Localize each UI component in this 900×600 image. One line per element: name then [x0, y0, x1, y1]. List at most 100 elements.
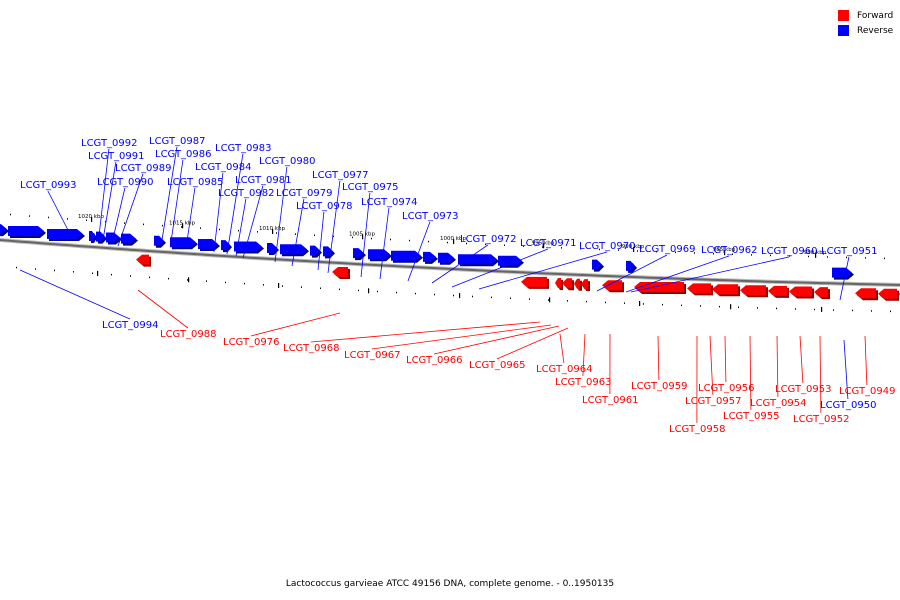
minor-tick — [371, 237, 372, 240]
minor-tick — [130, 275, 131, 277]
gene-leader-line — [407, 221, 431, 282]
gene-leader-line — [776, 335, 779, 398]
minor-tick — [333, 235, 334, 238]
forward-gene-arrow — [332, 267, 348, 277]
minor-tick — [567, 300, 568, 302]
gene-label: LCGT_0994 — [102, 320, 159, 331]
gene-leader-line — [185, 187, 196, 249]
reverse-gene-arrow — [310, 245, 320, 256]
minor-tick — [808, 255, 809, 258]
major-tick — [188, 277, 190, 283]
reverse-gene-arrow — [423, 251, 436, 262]
legend-forward-label: Forward — [857, 10, 894, 21]
minor-tick — [852, 309, 853, 312]
gene-label: LCGT_0955 — [723, 411, 780, 422]
gene-leader-line — [749, 335, 752, 411]
reverse-gene-arrow — [280, 244, 307, 255]
gene-label: LCGT_0991 — [88, 151, 145, 162]
gene-leader-line — [137, 289, 189, 329]
minor-tick — [599, 248, 600, 251]
tick-label: 995 kbp — [532, 240, 555, 246]
gene-label: LCGT_0952 — [793, 414, 850, 425]
major-tick — [543, 243, 545, 249]
minor-tick — [700, 305, 701, 307]
minor-tick — [149, 276, 150, 279]
minor-tick — [301, 286, 302, 288]
minor-tick — [111, 273, 112, 276]
major-tick — [182, 223, 184, 229]
gene-label: LCGT_0989 — [115, 163, 172, 174]
reverse-gene-arrow — [0, 224, 7, 235]
minor-tick — [795, 308, 796, 310]
gene-leader-line — [226, 153, 244, 255]
minor-tick — [713, 252, 714, 255]
gene-leader-line — [433, 325, 560, 355]
minor-tick — [396, 291, 397, 294]
minor-tick — [54, 269, 55, 272]
minor-tick — [846, 256, 847, 259]
gene-label: LCGT_0969 — [639, 244, 696, 255]
gene-label: LCGT_0959 — [631, 381, 688, 392]
gene-leader-line — [625, 255, 730, 293]
gene-leader-line — [170, 159, 184, 243]
forward-gene-arrow — [521, 276, 547, 287]
minor-tick — [377, 290, 378, 293]
tick-label: 985 kbp — [713, 247, 736, 253]
legend: Forward Reverse — [838, 8, 893, 38]
gene-leader-line — [379, 207, 390, 280]
gene-leader-line — [291, 198, 305, 267]
gene-label: LCGT_0960 — [761, 246, 818, 257]
minor-tick — [35, 268, 36, 270]
minor-tick — [219, 228, 220, 231]
gene-leader-line — [161, 146, 178, 241]
minor-tick — [491, 296, 492, 299]
gene-label: LCGT_0970 — [579, 241, 636, 252]
minor-tick — [675, 251, 676, 254]
major-tick — [453, 239, 455, 245]
reverse-gene-arrow — [47, 229, 83, 239]
minor-tick — [244, 282, 245, 285]
minor-tick — [276, 232, 277, 234]
gene-label: LCGT_0962 — [701, 245, 758, 256]
reverse-gene-arrow — [368, 249, 390, 260]
gene-label: LCGT_0975 — [342, 182, 399, 193]
gene-leader-line — [478, 251, 608, 290]
minor-tick — [637, 250, 638, 252]
reverse-gene-arrow — [832, 267, 852, 278]
gene-leader-line — [327, 180, 341, 274]
scale-ticks: 1020 kbp 1015 kbp 1010 kbp 1005 kbp 1000 kbp… — [10, 213, 891, 313]
gene-leader-line — [274, 166, 288, 263]
gene-leader-line — [47, 190, 69, 231]
forward-swatch — [838, 10, 849, 21]
reverse-gene-arrow — [267, 243, 277, 253]
minor-tick — [890, 310, 891, 313]
minor-tick — [618, 249, 619, 251]
gene-leader-line — [559, 333, 565, 364]
legend-reverse-label: Reverse — [857, 25, 894, 36]
minor-tick — [29, 215, 30, 217]
axis-line — [0, 239, 900, 286]
minor-tick — [295, 233, 296, 235]
major-tick — [97, 270, 99, 276]
gene-labels: LCGT_0992 LCGT_0991 LCGT_0990 LCGT_0989 LCGT… — [19, 136, 896, 435]
minor-tick — [656, 250, 657, 253]
minor-tick — [662, 303, 663, 306]
reverse-gene-arrow — [121, 233, 136, 244]
minor-tick — [168, 277, 169, 280]
minor-tick — [776, 307, 777, 310]
reverse-gene-arrow — [234, 241, 262, 252]
forward-gene-arrow — [855, 288, 876, 299]
gene-label: LCGT_0965 — [469, 360, 526, 371]
gene-label: LCGT_0987 — [149, 136, 206, 147]
major-tick — [459, 293, 461, 299]
forward-gene-arrow — [562, 278, 572, 289]
reverse-gene-arrow — [391, 250, 421, 261]
major-tick — [724, 250, 726, 256]
gene-leader-line — [310, 321, 541, 343]
minor-tick — [681, 304, 682, 307]
tick-label: 1005 kbp — [349, 231, 375, 237]
forward-gene-arrow — [687, 283, 711, 294]
reverse-gene-arrow — [198, 239, 218, 249]
minor-tick — [719, 305, 720, 308]
minor-tick — [73, 271, 74, 273]
